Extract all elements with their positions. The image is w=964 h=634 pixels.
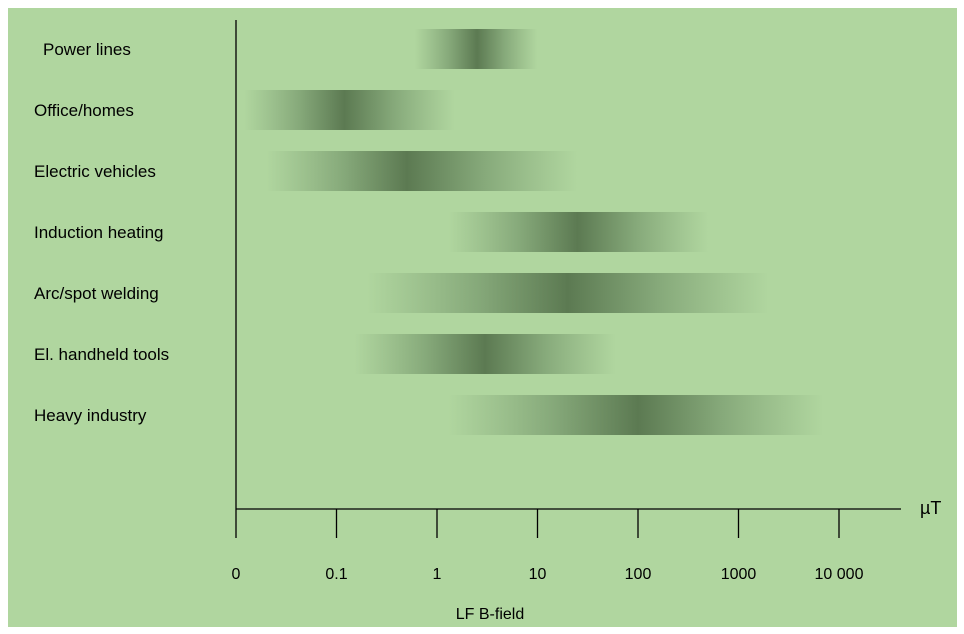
category-label: El. handheld tools [34, 345, 169, 364]
range-band-arc-spot-welding [366, 273, 769, 313]
x-tick-label: 0 [232, 566, 241, 583]
axes [235, 20, 901, 510]
chart-svg: Power lines Office/homes Electric vehicles… [34, 20, 941, 623]
range-band-induction-heating [448, 212, 709, 252]
category-label: Power lines [43, 40, 131, 59]
x-tick-label: 0.1 [325, 566, 347, 583]
x-tick-label: 10 000 [815, 566, 864, 583]
range-band-office-homes [243, 90, 455, 130]
unit-label: µT [920, 498, 941, 518]
range-band-electric-vehicles [266, 151, 578, 191]
x-tick-label: 1000 [721, 566, 757, 583]
category-labels: Power lines Office/homes Electric vehicles… [34, 40, 169, 425]
x-tick-label: 100 [625, 566, 652, 583]
range-bands [243, 29, 824, 435]
x-tick-label: 1 [433, 566, 442, 583]
category-label: Electric vehicles [34, 162, 156, 181]
category-label: Heavy industry [34, 406, 147, 425]
chart-area: Power lines Office/homes Electric vehicles… [8, 8, 957, 627]
category-label: Office/homes [34, 101, 134, 120]
range-band-power-lines [414, 29, 538, 69]
category-label: Induction heating [34, 223, 164, 242]
x-ticks: 0 0.1 1 10 100 1000 10 000 [232, 509, 864, 583]
range-band-heavy-industry [448, 395, 824, 435]
range-band-el-handheld-tools [354, 334, 616, 374]
x-tick-label: 10 [529, 566, 547, 583]
category-label: Arc/spot welding [34, 284, 159, 303]
x-axis-label: LF B-field [456, 606, 524, 623]
